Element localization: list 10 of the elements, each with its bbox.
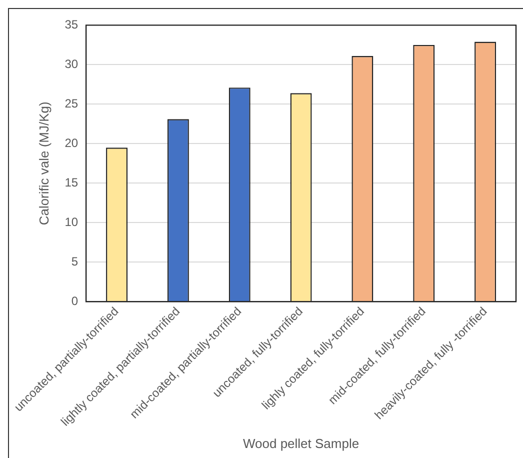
y-tick-label: 20: [64, 136, 78, 150]
y-tick-label: 25: [64, 96, 78, 110]
y-tick-label: 5: [71, 254, 78, 268]
y-tick-label: 10: [64, 214, 78, 229]
y-tick-label: 15: [64, 175, 78, 190]
y-axis-title: Calorific vale (MJ/Kg): [36, 102, 52, 226]
x-axis-title: Wood pellet Sample: [242, 436, 360, 451]
y-tick-label: 30: [64, 57, 78, 71]
y-tick-label: 0: [71, 294, 78, 308]
y-tick-label: 35: [64, 18, 78, 32]
